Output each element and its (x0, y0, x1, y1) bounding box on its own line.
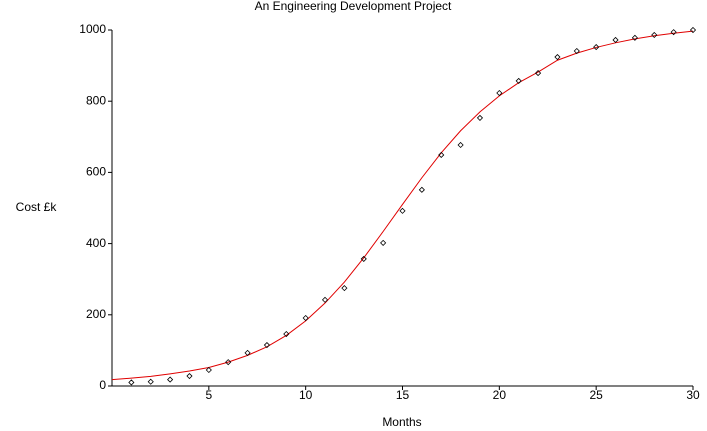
data-point (612, 36, 619, 44)
data-point (128, 379, 135, 386)
data-point (689, 26, 697, 34)
data-point (670, 29, 677, 36)
data-point (147, 378, 154, 385)
data-point (186, 372, 193, 380)
x-tick-label: 15 (396, 388, 410, 402)
y-tick-label: 0 (99, 378, 106, 392)
data-point (631, 34, 638, 41)
data-point (418, 186, 425, 193)
data-point (651, 31, 658, 39)
y-axis-label: Cost £k (16, 200, 58, 214)
data-point (593, 44, 600, 51)
data-point (380, 239, 387, 246)
data-point (244, 349, 251, 356)
x-tick-label: 30 (686, 388, 700, 402)
y-tick-label: 400 (86, 236, 106, 250)
data-point (573, 47, 580, 55)
y-tick-label: 600 (86, 165, 106, 179)
y-tick-label: 800 (86, 93, 106, 107)
x-axis-label: Months (382, 415, 421, 429)
data-point (438, 151, 445, 159)
x-tick-label: 5 (205, 388, 212, 402)
data-point (535, 70, 542, 77)
data-point (554, 53, 561, 61)
data-point (360, 255, 367, 262)
data-point (399, 207, 406, 214)
data-point (476, 114, 484, 121)
data-point (457, 141, 464, 149)
data-point (167, 376, 174, 383)
data-point (283, 330, 290, 338)
data-point (263, 341, 270, 349)
data-point (496, 89, 503, 97)
chart-title: An Engineering Development Project (255, 0, 452, 13)
x-tick-label: 20 (493, 388, 507, 402)
data-point (515, 77, 522, 84)
y-tick-label: 1000 (79, 22, 106, 36)
y-tick-label: 200 (86, 307, 106, 321)
data-point (205, 366, 212, 374)
data-point (302, 314, 309, 322)
data-point (341, 285, 348, 292)
data-point (225, 359, 232, 366)
data-point (321, 296, 329, 303)
x-tick-label: 25 (589, 388, 603, 402)
x-tick-label: 10 (299, 388, 313, 402)
